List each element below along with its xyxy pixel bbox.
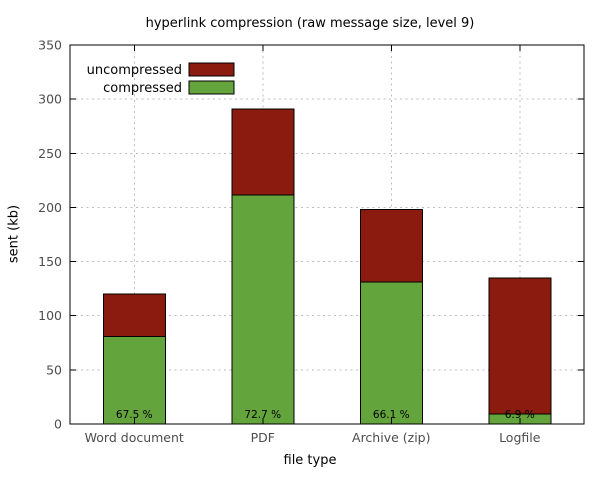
bar-compressed-archive-zip: [359, 281, 423, 425]
x-category-label: PDF: [251, 430, 275, 445]
legend-label-compressed: compressed: [103, 81, 182, 96]
bar-percent-label: 72.7 %: [244, 409, 281, 421]
bar-percent-label: 66.1 %: [373, 409, 410, 421]
bar-uncompressed-pdf: [231, 108, 295, 196]
x-category-label: Archive (zip): [352, 430, 430, 445]
y-tick-label: 50: [46, 362, 62, 377]
legend-swatch-uncompressed: [188, 62, 235, 77]
y-tick-label: 350: [38, 38, 62, 53]
y-tick-label: 0: [54, 417, 62, 432]
y-tick-label: 100: [38, 308, 62, 323]
bar-uncompressed-archive-zip: [359, 209, 423, 283]
bar-uncompressed-word-document: [102, 293, 166, 337]
legend-swatch-compressed: [188, 80, 235, 95]
y-tick-label: 250: [38, 146, 62, 161]
y-tick-label: 200: [38, 200, 62, 215]
bar-percent-label: 67.5 %: [116, 409, 153, 421]
bar-uncompressed-logfile: [488, 277, 552, 415]
bar-compressed-word-document: [102, 335, 166, 425]
x-category-label: Logfile: [499, 430, 541, 445]
bar-percent-label: 6.9 %: [505, 409, 535, 421]
chart-title: hyperlink compression (raw message size,…: [145, 16, 475, 31]
x-category-label: Word document: [85, 430, 184, 445]
legend-label-uncompressed: uncompressed: [87, 63, 182, 78]
y-tick-label: 150: [38, 254, 62, 269]
bar-compressed-pdf: [231, 194, 295, 425]
plot-border: [69, 44, 585, 425]
y-tick-label: 300: [38, 92, 62, 107]
x-axis-label: file type: [283, 453, 337, 468]
